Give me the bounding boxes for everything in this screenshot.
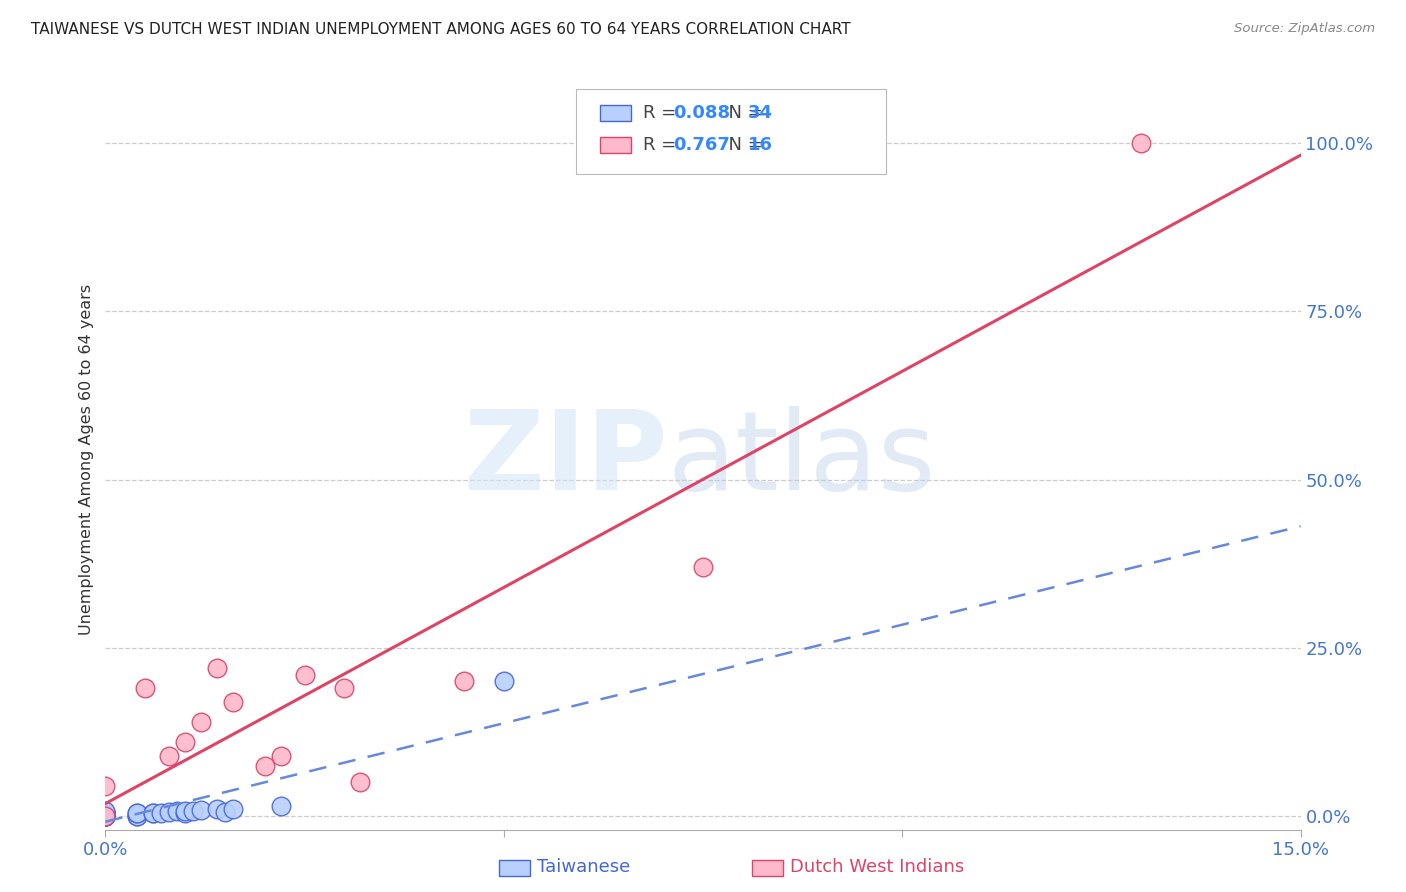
Point	[222, 695, 245, 709]
Point	[270, 799, 292, 814]
Point	[142, 805, 165, 820]
Point	[333, 681, 356, 696]
Point	[181, 805, 204, 819]
Point	[253, 758, 276, 772]
Point	[94, 805, 117, 819]
Point	[94, 806, 117, 821]
Point	[94, 809, 117, 823]
Point	[94, 809, 117, 823]
Point	[205, 661, 228, 675]
Point	[492, 674, 515, 689]
Point	[142, 806, 165, 821]
Point	[94, 809, 117, 823]
Point	[190, 803, 212, 817]
Point	[174, 804, 197, 818]
Text: ZIP: ZIP	[464, 406, 666, 513]
Text: N =: N =	[717, 136, 769, 154]
Point	[94, 809, 117, 823]
Point	[166, 804, 188, 818]
Point	[157, 748, 180, 763]
Point	[94, 809, 117, 823]
Point	[190, 714, 212, 729]
Point	[127, 809, 149, 823]
Y-axis label: Unemployment Among Ages 60 to 64 years: Unemployment Among Ages 60 to 64 years	[79, 284, 94, 635]
Point	[174, 805, 197, 820]
Point	[94, 809, 117, 823]
Point	[174, 735, 197, 749]
Text: 0.767: 0.767	[673, 136, 730, 154]
Point	[94, 809, 117, 823]
Point	[349, 775, 371, 789]
Point	[214, 805, 236, 819]
Text: Dutch West Indians: Dutch West Indians	[790, 858, 965, 876]
Point	[270, 748, 292, 763]
Text: 34: 34	[748, 104, 773, 122]
Point	[205, 802, 228, 816]
Point	[94, 809, 117, 823]
Point	[157, 805, 180, 819]
Text: 16: 16	[748, 136, 773, 154]
Text: Taiwanese: Taiwanese	[537, 858, 630, 876]
Text: R =: R =	[643, 136, 682, 154]
Point	[94, 809, 117, 823]
Point	[127, 806, 149, 821]
Point	[94, 779, 117, 793]
Point	[94, 806, 117, 821]
Text: atlas: atlas	[666, 406, 935, 513]
Point	[222, 802, 245, 816]
Point	[127, 805, 149, 820]
Text: 0.088: 0.088	[673, 104, 731, 122]
Point	[94, 805, 117, 820]
Point	[150, 805, 173, 820]
Point	[94, 805, 117, 820]
Point	[1130, 136, 1153, 150]
Point	[94, 809, 117, 823]
Point	[134, 681, 156, 696]
Point	[294, 667, 316, 681]
Point	[127, 809, 149, 823]
Point	[692, 560, 714, 574]
Point	[94, 805, 117, 819]
Point	[453, 674, 475, 689]
Text: R =: R =	[643, 104, 682, 122]
Point	[94, 809, 117, 823]
Text: TAIWANESE VS DUTCH WEST INDIAN UNEMPLOYMENT AMONG AGES 60 TO 64 YEARS CORRELATIO: TAIWANESE VS DUTCH WEST INDIAN UNEMPLOYM…	[31, 22, 851, 37]
Text: N =: N =	[717, 104, 769, 122]
Text: Source: ZipAtlas.com: Source: ZipAtlas.com	[1234, 22, 1375, 36]
